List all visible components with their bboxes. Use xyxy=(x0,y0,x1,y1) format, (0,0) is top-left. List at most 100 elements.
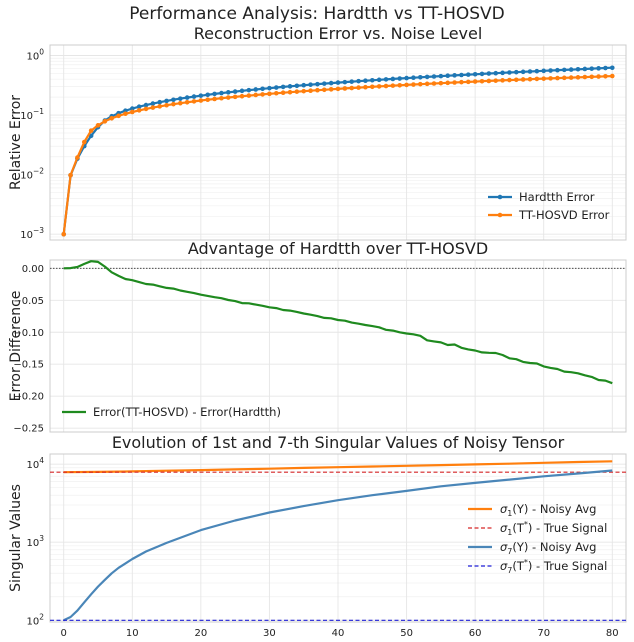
data-point xyxy=(369,84,375,90)
legend-tail: - Noisy Avg xyxy=(528,502,596,516)
y-tick-label-exp: 4 xyxy=(39,456,44,465)
data-point xyxy=(527,69,533,74)
y-tick-label-base: 10 xyxy=(20,171,33,182)
data-point xyxy=(219,90,224,96)
data-point xyxy=(568,75,574,80)
data-point xyxy=(609,73,615,79)
data-point xyxy=(342,79,348,85)
data-point xyxy=(164,102,169,108)
data-point xyxy=(445,80,451,86)
chart-title: Evolution of 1st and 7-th Singular Value… xyxy=(112,433,565,452)
figure-suptitle: Performance Analysis: Hardtth vs TT-HOSV… xyxy=(129,4,505,24)
y-tick-label-exp: −3 xyxy=(33,226,44,235)
x-tick-label: 70 xyxy=(537,628,550,639)
y-axis-label: Singular Values xyxy=(8,484,24,592)
x-tick-label: 10 xyxy=(126,628,139,639)
data-point xyxy=(445,73,451,79)
data-point xyxy=(513,69,519,75)
x-tick-label: 20 xyxy=(194,628,207,639)
data-point xyxy=(404,75,409,81)
data-point xyxy=(205,97,211,103)
data-point xyxy=(548,76,553,81)
data-point xyxy=(246,87,252,93)
y-tick-label-exp: 2 xyxy=(39,612,44,621)
legend-tail: - Noisy Avg xyxy=(528,540,596,554)
y-tick-label-base: 10 xyxy=(20,230,33,241)
data-point xyxy=(534,76,540,82)
x-tick-label: 60 xyxy=(469,628,482,639)
data-point xyxy=(273,85,279,90)
y-tick-label: 0.00 xyxy=(22,264,44,275)
data-point xyxy=(184,95,190,100)
data-point xyxy=(527,76,533,82)
plot-frame xyxy=(49,44,627,241)
data-point xyxy=(253,87,259,92)
legend-marker xyxy=(497,212,503,218)
data-point xyxy=(561,75,567,81)
series-line xyxy=(63,260,613,385)
data-point xyxy=(500,70,505,76)
data-point xyxy=(589,66,595,71)
data-point xyxy=(301,82,307,88)
y-tick-label: −0.10 xyxy=(13,328,44,339)
data-point xyxy=(369,77,375,83)
data-point xyxy=(438,80,444,86)
data-point xyxy=(280,90,286,96)
data-point xyxy=(534,68,540,74)
y-tick-label: −0.05 xyxy=(13,296,44,307)
legend-sub: 1 xyxy=(507,528,512,537)
legend-tail: ) - True Signal xyxy=(528,521,607,535)
data-point xyxy=(219,95,224,101)
data-point xyxy=(225,90,231,95)
data-point xyxy=(246,93,252,98)
x-tick-label: 80 xyxy=(606,628,619,639)
data-point xyxy=(150,101,156,106)
data-point xyxy=(465,72,471,77)
y-tick-label-exp: −2 xyxy=(33,167,44,176)
data-point xyxy=(315,81,320,87)
data-point xyxy=(356,85,361,90)
data-point xyxy=(541,76,547,81)
data-point xyxy=(61,231,67,237)
data-point xyxy=(273,90,279,96)
data-point xyxy=(589,74,595,80)
data-point xyxy=(88,128,94,133)
y-tick-label-base: 10 xyxy=(26,51,39,62)
legend-sub: 7 xyxy=(507,566,512,575)
chart-title: Advantage of Hardtth over TT-HOSVD xyxy=(188,239,488,258)
legend-arg: (T xyxy=(512,559,524,573)
y-tick-label: −0.20 xyxy=(13,392,44,403)
data-point xyxy=(493,78,499,83)
x-tick-label: 40 xyxy=(332,628,345,639)
data-point xyxy=(507,77,512,83)
data-point xyxy=(376,84,382,89)
data-point xyxy=(603,74,608,79)
y-tick-label-base: 10 xyxy=(20,111,33,122)
data-point xyxy=(411,75,416,80)
y-tick-label-exp: −1 xyxy=(33,107,44,116)
data-point xyxy=(280,84,286,90)
data-point xyxy=(184,99,190,105)
data-point xyxy=(596,74,601,79)
data-point xyxy=(383,83,389,89)
y-tick-label: 104 xyxy=(26,456,44,471)
y-tick-label-base: 10 xyxy=(26,616,39,627)
legend-sub: 1 xyxy=(507,509,512,518)
data-point xyxy=(486,78,492,84)
legend-label: Error(TT-HOSVD) - Error(Hardtth) xyxy=(93,405,281,419)
legend-label: σ7(Y) - Noisy Avg xyxy=(500,540,596,556)
data-point xyxy=(459,72,464,78)
data-point xyxy=(68,172,73,178)
data-point xyxy=(500,78,505,83)
legend-arg: (T xyxy=(512,521,524,535)
data-point xyxy=(609,65,615,71)
series-line xyxy=(63,469,613,622)
data-point xyxy=(452,73,457,78)
y-tick-label: 100 xyxy=(26,47,44,62)
data-point xyxy=(198,98,204,103)
data-point xyxy=(171,97,176,103)
